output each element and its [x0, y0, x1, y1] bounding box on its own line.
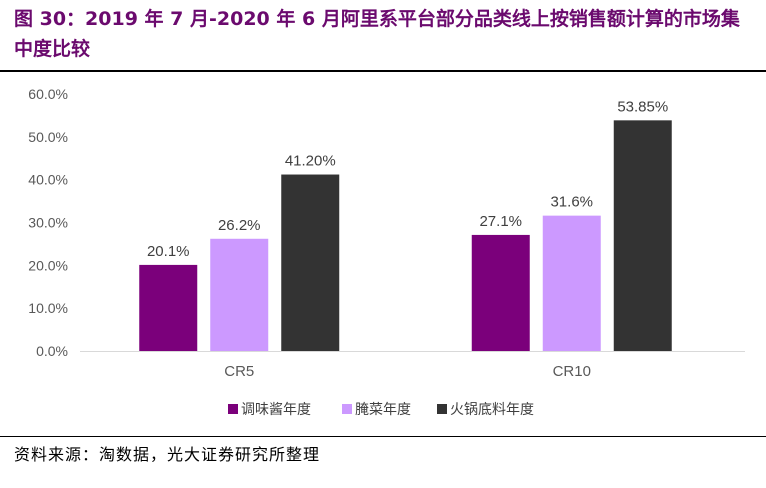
data-label: 20.1%: [147, 243, 190, 260]
bar-cr5-series-1: [139, 264, 198, 351]
y-tick-label: 30.0%: [28, 215, 68, 231]
legend-label: 调味酱年度: [241, 402, 311, 418]
source-rule: [0, 436, 766, 437]
legend-label: 腌菜年度: [355, 402, 411, 418]
y-tick-label: 60.0%: [28, 86, 68, 102]
y-tick-label: 10.0%: [28, 300, 68, 316]
bars: 20.1% 26.2% 41.20% 27.1% 31.6% 53.85%: [139, 98, 672, 351]
category-label-cr5: CR5: [224, 363, 254, 380]
source-note: 资料来源：淘数据，光大证券研究所整理: [14, 445, 321, 464]
legend-swatch: [437, 404, 447, 414]
title-rule: [0, 70, 766, 72]
bar-cr10-series-1: [471, 234, 530, 351]
y-tick-label: 20.0%: [28, 257, 68, 273]
chart-title: 图 30：2019 年 7 月-2020 年 6 月阿里系平台部分品类线上按销售…: [14, 8, 740, 60]
legend-label: 火锅底料年度: [450, 402, 534, 418]
legend: 调味酱年度 腌菜年度 火锅底料年度: [228, 402, 534, 418]
bar-cr10-series-3: [613, 120, 672, 351]
data-label: 31.6%: [550, 194, 593, 211]
category-labels: CR5 CR10: [224, 363, 591, 380]
y-tick-label: 40.0%: [28, 172, 68, 188]
legend-swatch: [228, 404, 238, 414]
data-label: 41.20%: [285, 153, 336, 170]
y-axis-ticks: 0.0% 10.0% 20.0% 30.0% 40.0% 50.0% 60.0%: [28, 86, 68, 359]
bar-cr10-series-2: [542, 215, 601, 351]
bar-chart: 0.0% 10.0% 20.0% 30.0% 40.0% 50.0% 60.0% 20.1%…: [28, 86, 745, 418]
y-tick-label: 0.0%: [36, 343, 68, 359]
data-label: 53.85%: [617, 98, 668, 115]
y-tick-label: 50.0%: [28, 129, 68, 145]
data-label: 27.1%: [479, 213, 522, 230]
bar-cr5-series-2: [210, 238, 269, 351]
data-label: 26.2%: [218, 217, 261, 234]
legend-swatch: [342, 404, 352, 414]
bar-cr5-series-3: [281, 174, 340, 351]
category-label-cr10: CR10: [553, 363, 591, 380]
